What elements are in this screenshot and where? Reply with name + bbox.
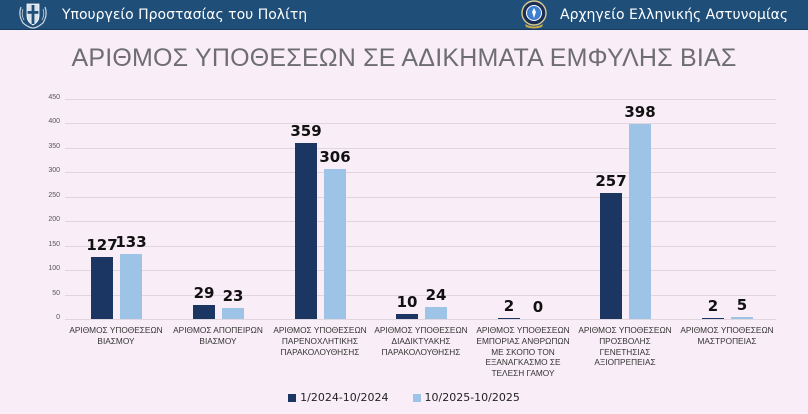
x-category-label: ΑΡΙΘΜΟΣ ΑΠΟΠΕΙΡΩΝ ΒΙΑΣΜΟΥ xyxy=(166,325,270,347)
x-category-label-line: ΑΡΙΘΜΟΣ ΥΠΟΘΕΣΕΩΝ xyxy=(476,325,570,335)
legend-swatch-light-icon xyxy=(412,393,421,402)
bar-series-1 xyxy=(91,256,113,319)
data-label: 29 xyxy=(193,284,215,302)
gridline xyxy=(65,148,776,149)
bar-series-2 xyxy=(120,253,142,319)
bar-series-2 xyxy=(222,307,244,319)
y-tick-label: 450 xyxy=(48,94,60,101)
data-label: 133 xyxy=(115,233,147,251)
x-category-label: ΑΡΙΘΜΟΣ ΥΠΟΘΕΣΕΩΝ ΠΑΡΕΝΟΧΛΗΤΙΚΗΣ ΠΑΡΑΚΟΛΟΥ… xyxy=(268,325,372,357)
x-category-label-line: ΑΡΙΘΜΟΣ ΥΠΟΘΕΣΕΩΝ xyxy=(374,325,468,335)
header-bar: Υπουργείο Προστασίας του Πολίτη Αρχηγείο… xyxy=(0,0,808,30)
x-category-label: ΑΡΙΘΜΟΣ ΥΠΟΘΕΣΕΩΝ ΜΑΣΤΡΟΠΕΙΑΣ xyxy=(675,325,779,347)
gridline xyxy=(65,295,776,296)
bar-series-1 xyxy=(193,304,215,319)
legend-label-series-1: 1/2024-10/2024 xyxy=(300,391,389,404)
police-brand: Αρχηγείο Ελληνικής Αστυνομίας xyxy=(516,0,788,30)
data-label: 306 xyxy=(319,148,351,166)
y-tick-label: 350 xyxy=(48,143,60,150)
legend-label-series-2: 10/2025-10/2025 xyxy=(424,391,520,404)
legend-item-series-1: 1/2024-10/2024 xyxy=(288,391,389,404)
legend-swatch-dark-icon xyxy=(288,393,297,402)
y-tick-label: 250 xyxy=(48,192,60,199)
x-category-label-line: ΤΕΛΕΣΗ ΓΑΜΟΥ xyxy=(491,368,555,379)
ministry-brand: Υπουργείο Προστασίας του Πολίτη xyxy=(14,0,307,30)
gridline xyxy=(65,99,776,100)
data-label: 398 xyxy=(624,103,656,121)
x-category-label: ΑΡΙΘΜΟΣ ΥΠΟΘΕΣΕΩΝ ΔΙΑΔΙΚΤΥΑΚΗΣ ΠΑΡΑΚΟΛΟΥΘΗ… xyxy=(369,325,473,357)
data-label: 127 xyxy=(86,236,118,254)
data-label: 23 xyxy=(222,287,244,305)
y-tick-label: 300 xyxy=(48,167,60,174)
gridline xyxy=(65,221,776,222)
gridline xyxy=(65,123,776,124)
x-category-label-line: ΕΜΠΟΡΙΑΣ ΑΝΘΡΩΠΩΝ xyxy=(476,335,570,346)
data-label: 5 xyxy=(736,296,748,314)
y-tick-label: 0 xyxy=(56,314,60,321)
gridline xyxy=(65,197,776,198)
x-category-label: ΑΡΙΘΜΟΣ ΥΠΟΘΕΣΕΩΝ ΒΙΑΣΜΟΥ xyxy=(64,325,168,347)
greek-coat-of-arms-icon xyxy=(14,1,52,29)
legend-item-series-2: 10/2025-10/2025 xyxy=(412,391,520,404)
ministry-title: Υπουργείο Προστασίας του Πολίτη xyxy=(62,7,308,23)
bar-series-1 xyxy=(295,143,317,319)
bar-series-1 xyxy=(600,193,622,319)
x-category-label-line: ΠΡΟΣΒΟΛΗΣ xyxy=(599,335,651,346)
data-label: 10 xyxy=(396,293,418,311)
data-label: 257 xyxy=(595,172,627,190)
chart-legend: 1/2024-10/2024 10/2025-10/2025 xyxy=(0,391,808,404)
x-category-label-line: ΜΕ ΣΚΟΠΟ ΤΟΝ xyxy=(491,346,555,357)
bar-series-2 xyxy=(324,169,346,319)
bar-series-1 xyxy=(702,317,724,319)
x-category-label-line: ΠΑΡΑΚΟΛΟΥΘΗΣΗΣ xyxy=(381,346,461,357)
y-tick-label: 150 xyxy=(48,241,60,248)
gridline xyxy=(65,270,776,271)
x-category-label-line: ΑΡΙΘΜΟΣ ΥΠΟΘΕΣΕΩΝ xyxy=(69,325,163,335)
x-category-label-line: ΑΡΙΘΜΟΣ ΑΠΟΠΕΙΡΩΝ xyxy=(173,325,263,335)
gridline xyxy=(65,246,776,247)
chart-title: ΑΡΙΘΜΟΣ ΥΠΟΘΕΣΕΩΝ ΣΕ ΑΔΙΚΗΜΑΤΑ ΕΜΦΥΛΗΣ Β… xyxy=(71,44,737,72)
data-label: 2 xyxy=(707,297,719,315)
x-category-label-line: ΓΕΝΕΤΗΣΙΑΣ xyxy=(599,346,651,357)
bar-series-2 xyxy=(629,124,651,319)
x-category-label-line: ΔΙΑΔΙΚΤΥΑΚΗΣ xyxy=(391,335,451,346)
x-category-label-line: ΑΡΙΘΜΟΣ ΥΠΟΘΕΣΕΩΝ xyxy=(273,325,367,335)
bar-series-2 xyxy=(425,307,447,319)
bar-series-1 xyxy=(498,317,520,319)
x-category-label-line: ΠΑΡΕΝΟΧΛΗΤΙΚΗΣ xyxy=(281,335,359,346)
data-label: 2 xyxy=(503,297,515,315)
x-category-label-line: ΑΡΙΘΜΟΣ ΥΠΟΘΕΣΕΩΝ xyxy=(578,325,672,335)
y-tick-label: 200 xyxy=(48,216,60,223)
y-tick-label: 50 xyxy=(52,290,60,297)
y-tick-label: 100 xyxy=(48,265,60,272)
bar-series-1 xyxy=(396,314,418,319)
gridline xyxy=(65,319,776,320)
police-title: Αρχηγείο Ελληνικής Αστυνομίας xyxy=(560,7,789,23)
gridline xyxy=(65,172,776,173)
y-tick-label: 400 xyxy=(48,118,60,125)
x-category-label-line: ΕΞΑΝΑΓΚΑΣΜΟ ΣΕ xyxy=(485,357,561,368)
x-category-label: ΑΡΙΘΜΟΣ ΥΠΟΘΕΣΕΩΝ ΕΜΠΟΡΙΑΣ ΑΝΘΡΩΠΩΝ ΜΕ ΣΚΟ… xyxy=(471,325,575,379)
data-label: 359 xyxy=(290,122,322,140)
data-label: 0 xyxy=(532,298,544,316)
x-category-label-line: ΑΞΙΟΠΡΕΠΕΙΑΣ xyxy=(594,357,656,368)
x-category-label-line: ΠΑΡΑΚΟΛΟΥΘΗΣΗΣ xyxy=(280,346,360,357)
bar-series-2 xyxy=(731,316,753,319)
data-label: 24 xyxy=(425,286,447,304)
x-category-label-line: ΜΑΣΤΡΟΠΕΙΑΣ xyxy=(697,335,757,346)
hellenic-police-badge-icon xyxy=(516,0,552,30)
x-category-label-line: ΒΙΑΣΜΟΥ xyxy=(97,335,135,346)
x-category-label-line: ΑΡΙΘΜΟΣ ΥΠΟΘΕΣΕΩΝ xyxy=(680,325,774,335)
x-category-label-line: ΒΙΑΣΜΟΥ xyxy=(199,335,237,346)
x-category-label: ΑΡΙΘΜΟΣ ΥΠΟΘΕΣΕΩΝ ΠΡΟΣΒΟΛΗΣ ΓΕΝΕΤΗΣΙΑΣ ΑΞΙΟ… xyxy=(573,325,677,368)
